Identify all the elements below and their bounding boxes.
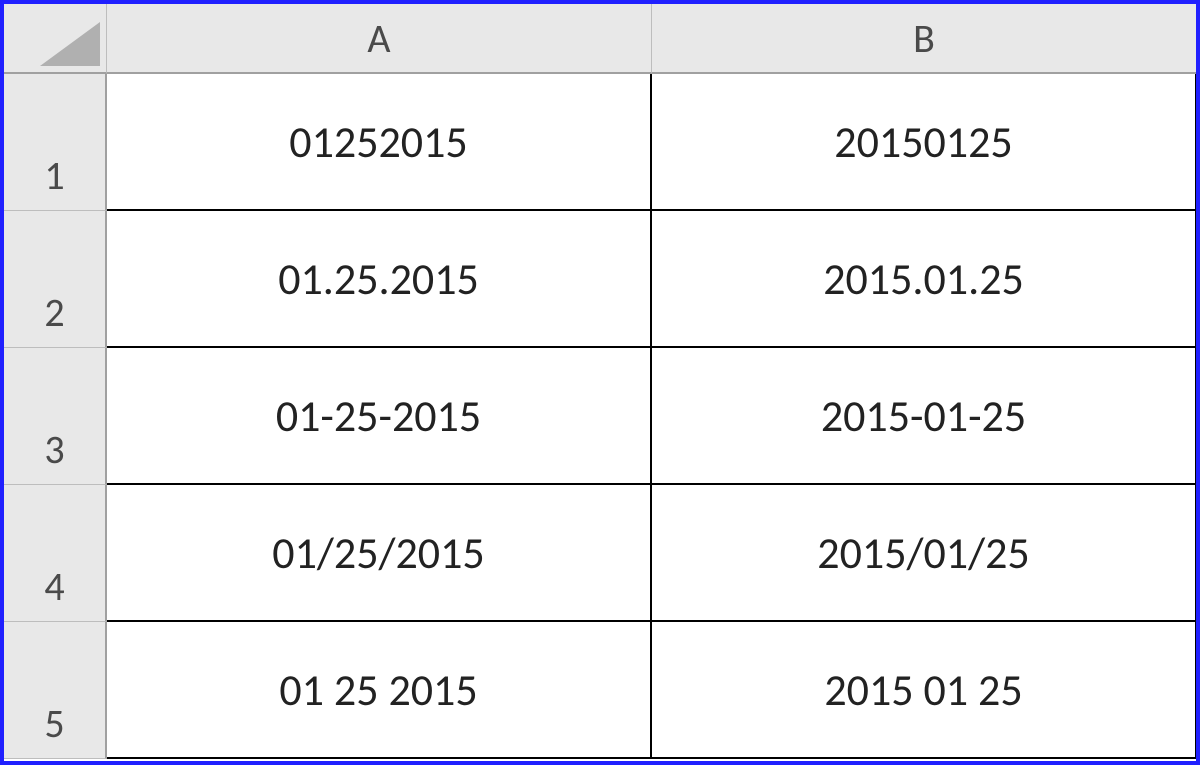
row-header-3[interactable]: 3 [4, 348, 107, 485]
cell-a5[interactable]: 01 25 2015 [107, 622, 652, 759]
select-all-triangle-icon [40, 22, 100, 66]
cell-a3[interactable]: 01-25-2015 [107, 348, 652, 485]
row-header-4[interactable]: 4 [4, 485, 107, 622]
cell-b5[interactable]: 2015 01 25 [652, 622, 1197, 759]
spreadsheet-grid: A B 1 01252015 20150125 2 01.25.2015 201… [4, 4, 1196, 759]
select-all-corner[interactable] [4, 4, 107, 74]
spreadsheet-frame: A B 1 01252015 20150125 2 01.25.2015 201… [0, 0, 1200, 765]
cell-b2[interactable]: 2015.01.25 [652, 211, 1197, 348]
column-header-a[interactable]: A [107, 4, 652, 74]
cell-b1[interactable]: 20150125 [652, 74, 1197, 211]
cell-a2[interactable]: 01.25.2015 [107, 211, 652, 348]
cell-b4[interactable]: 2015/01/25 [652, 485, 1197, 622]
column-header-b[interactable]: B [652, 4, 1197, 74]
cell-b3[interactable]: 2015-01-25 [652, 348, 1197, 485]
row-header-5[interactable]: 5 [4, 622, 107, 759]
cell-a4[interactable]: 01/25/2015 [107, 485, 652, 622]
row-header-2[interactable]: 2 [4, 211, 107, 348]
cell-a1[interactable]: 01252015 [107, 74, 652, 211]
row-header-1[interactable]: 1 [4, 74, 107, 211]
